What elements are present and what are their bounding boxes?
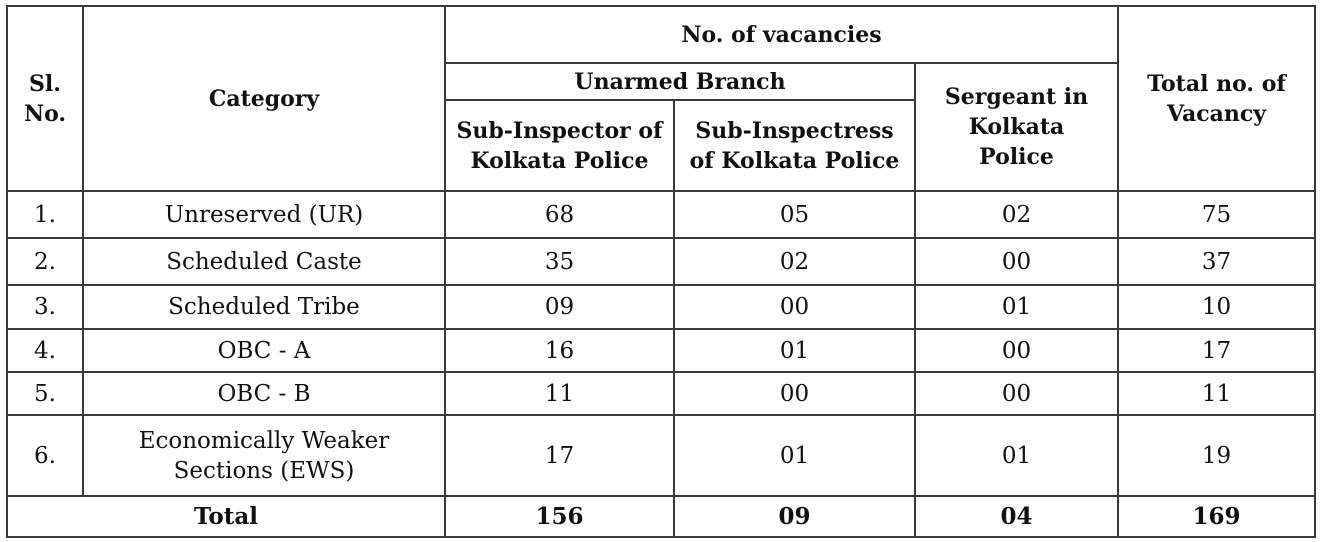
table-row: 3. Scheduled Tribe 09 00 01 10 xyxy=(6,284,1317,330)
table-body: 1. Unreserved (UR) 68 05 02 75 2. Schedu… xyxy=(6,190,1317,538)
cell-sub-inspectress: 00 xyxy=(673,371,916,416)
cell-sergeant: 02 xyxy=(913,190,1120,239)
header-sergeant: Sergeant in Kolkata Police xyxy=(913,62,1120,192)
vacancy-table: Sl. No. Category No. of vacancies Total … xyxy=(6,5,1317,538)
total-total: 169 xyxy=(1117,495,1317,538)
cell-category: Scheduled Caste xyxy=(82,237,446,286)
cell-sub-inspector: 35 xyxy=(444,237,675,286)
cell-sl: 2. xyxy=(6,237,84,286)
cell-category: OBC - A xyxy=(82,328,446,373)
total-sub-inspector: 156 xyxy=(444,495,675,538)
header-category: Category xyxy=(82,5,446,192)
cell-sl: 3. xyxy=(6,284,84,330)
cell-sub-inspectress: 01 xyxy=(673,414,916,497)
header-total-vacancy: Total no. of Vacancy xyxy=(1117,5,1317,192)
total-label: Total xyxy=(6,495,446,538)
table-row: 6. Economically Weaker Sections (EWS) 17… xyxy=(6,414,1317,497)
cell-category: Unreserved (UR) xyxy=(82,190,446,239)
cell-sl: 6. xyxy=(6,414,84,497)
cell-sub-inspectress: 01 xyxy=(673,328,916,373)
header-unarmed-branch: Unarmed Branch xyxy=(444,62,916,101)
header-vacancies-group: No. of vacancies xyxy=(443,5,1120,64)
cell-sub-inspectress: 05 xyxy=(673,190,916,239)
table-header: Sl. No. Category No. of vacancies Total … xyxy=(6,5,1317,192)
cell-sub-inspector: 68 xyxy=(444,190,675,239)
total-sub-inspectress: 09 xyxy=(673,495,916,538)
header-sub-inspector: Sub-Inspector of Kolkata Police xyxy=(444,99,675,192)
cell-total: 11 xyxy=(1117,371,1317,416)
table-row: 5. OBC - B 11 00 00 11 xyxy=(6,371,1317,416)
cell-sl: 5. xyxy=(6,371,84,416)
table-row: 2. Scheduled Caste 35 02 00 37 xyxy=(6,237,1317,286)
cell-sub-inspector: 16 xyxy=(444,328,675,373)
table-row: 1. Unreserved (UR) 68 05 02 75 xyxy=(6,190,1317,239)
cell-sub-inspectress: 00 xyxy=(673,284,916,330)
cell-sub-inspector: 11 xyxy=(444,371,675,416)
cell-total: 75 xyxy=(1117,190,1317,239)
cell-sl: 4. xyxy=(6,328,84,373)
cell-sub-inspector: 09 xyxy=(444,284,675,330)
cell-sergeant: 01 xyxy=(913,414,1120,497)
cell-sub-inspectress: 02 xyxy=(673,237,916,286)
cell-sergeant: 00 xyxy=(913,371,1120,416)
cell-sergeant: 00 xyxy=(913,328,1120,373)
cell-total: 37 xyxy=(1117,237,1317,286)
cell-category: Economically Weaker Sections (EWS) xyxy=(82,414,446,497)
cell-sergeant: 01 xyxy=(913,284,1120,330)
cell-total: 19 xyxy=(1117,414,1317,497)
header-sub-inspectress: Sub-Inspectress of Kolkata Police xyxy=(673,99,916,192)
cell-sl: 1. xyxy=(6,190,84,239)
total-sergeant: 04 xyxy=(913,495,1120,538)
cell-category: OBC - B xyxy=(82,371,446,416)
cell-category: Scheduled Tribe xyxy=(82,284,446,330)
cell-total: 17 xyxy=(1117,328,1317,373)
cell-sub-inspector: 17 xyxy=(444,414,675,497)
cell-total: 10 xyxy=(1117,284,1317,330)
header-sl-no: Sl. No. xyxy=(6,5,84,192)
table-row: 4. OBC - A 16 01 00 17 xyxy=(6,328,1317,373)
cell-sergeant: 00 xyxy=(913,237,1120,286)
total-row: Total 156 09 04 169 xyxy=(6,495,1317,538)
